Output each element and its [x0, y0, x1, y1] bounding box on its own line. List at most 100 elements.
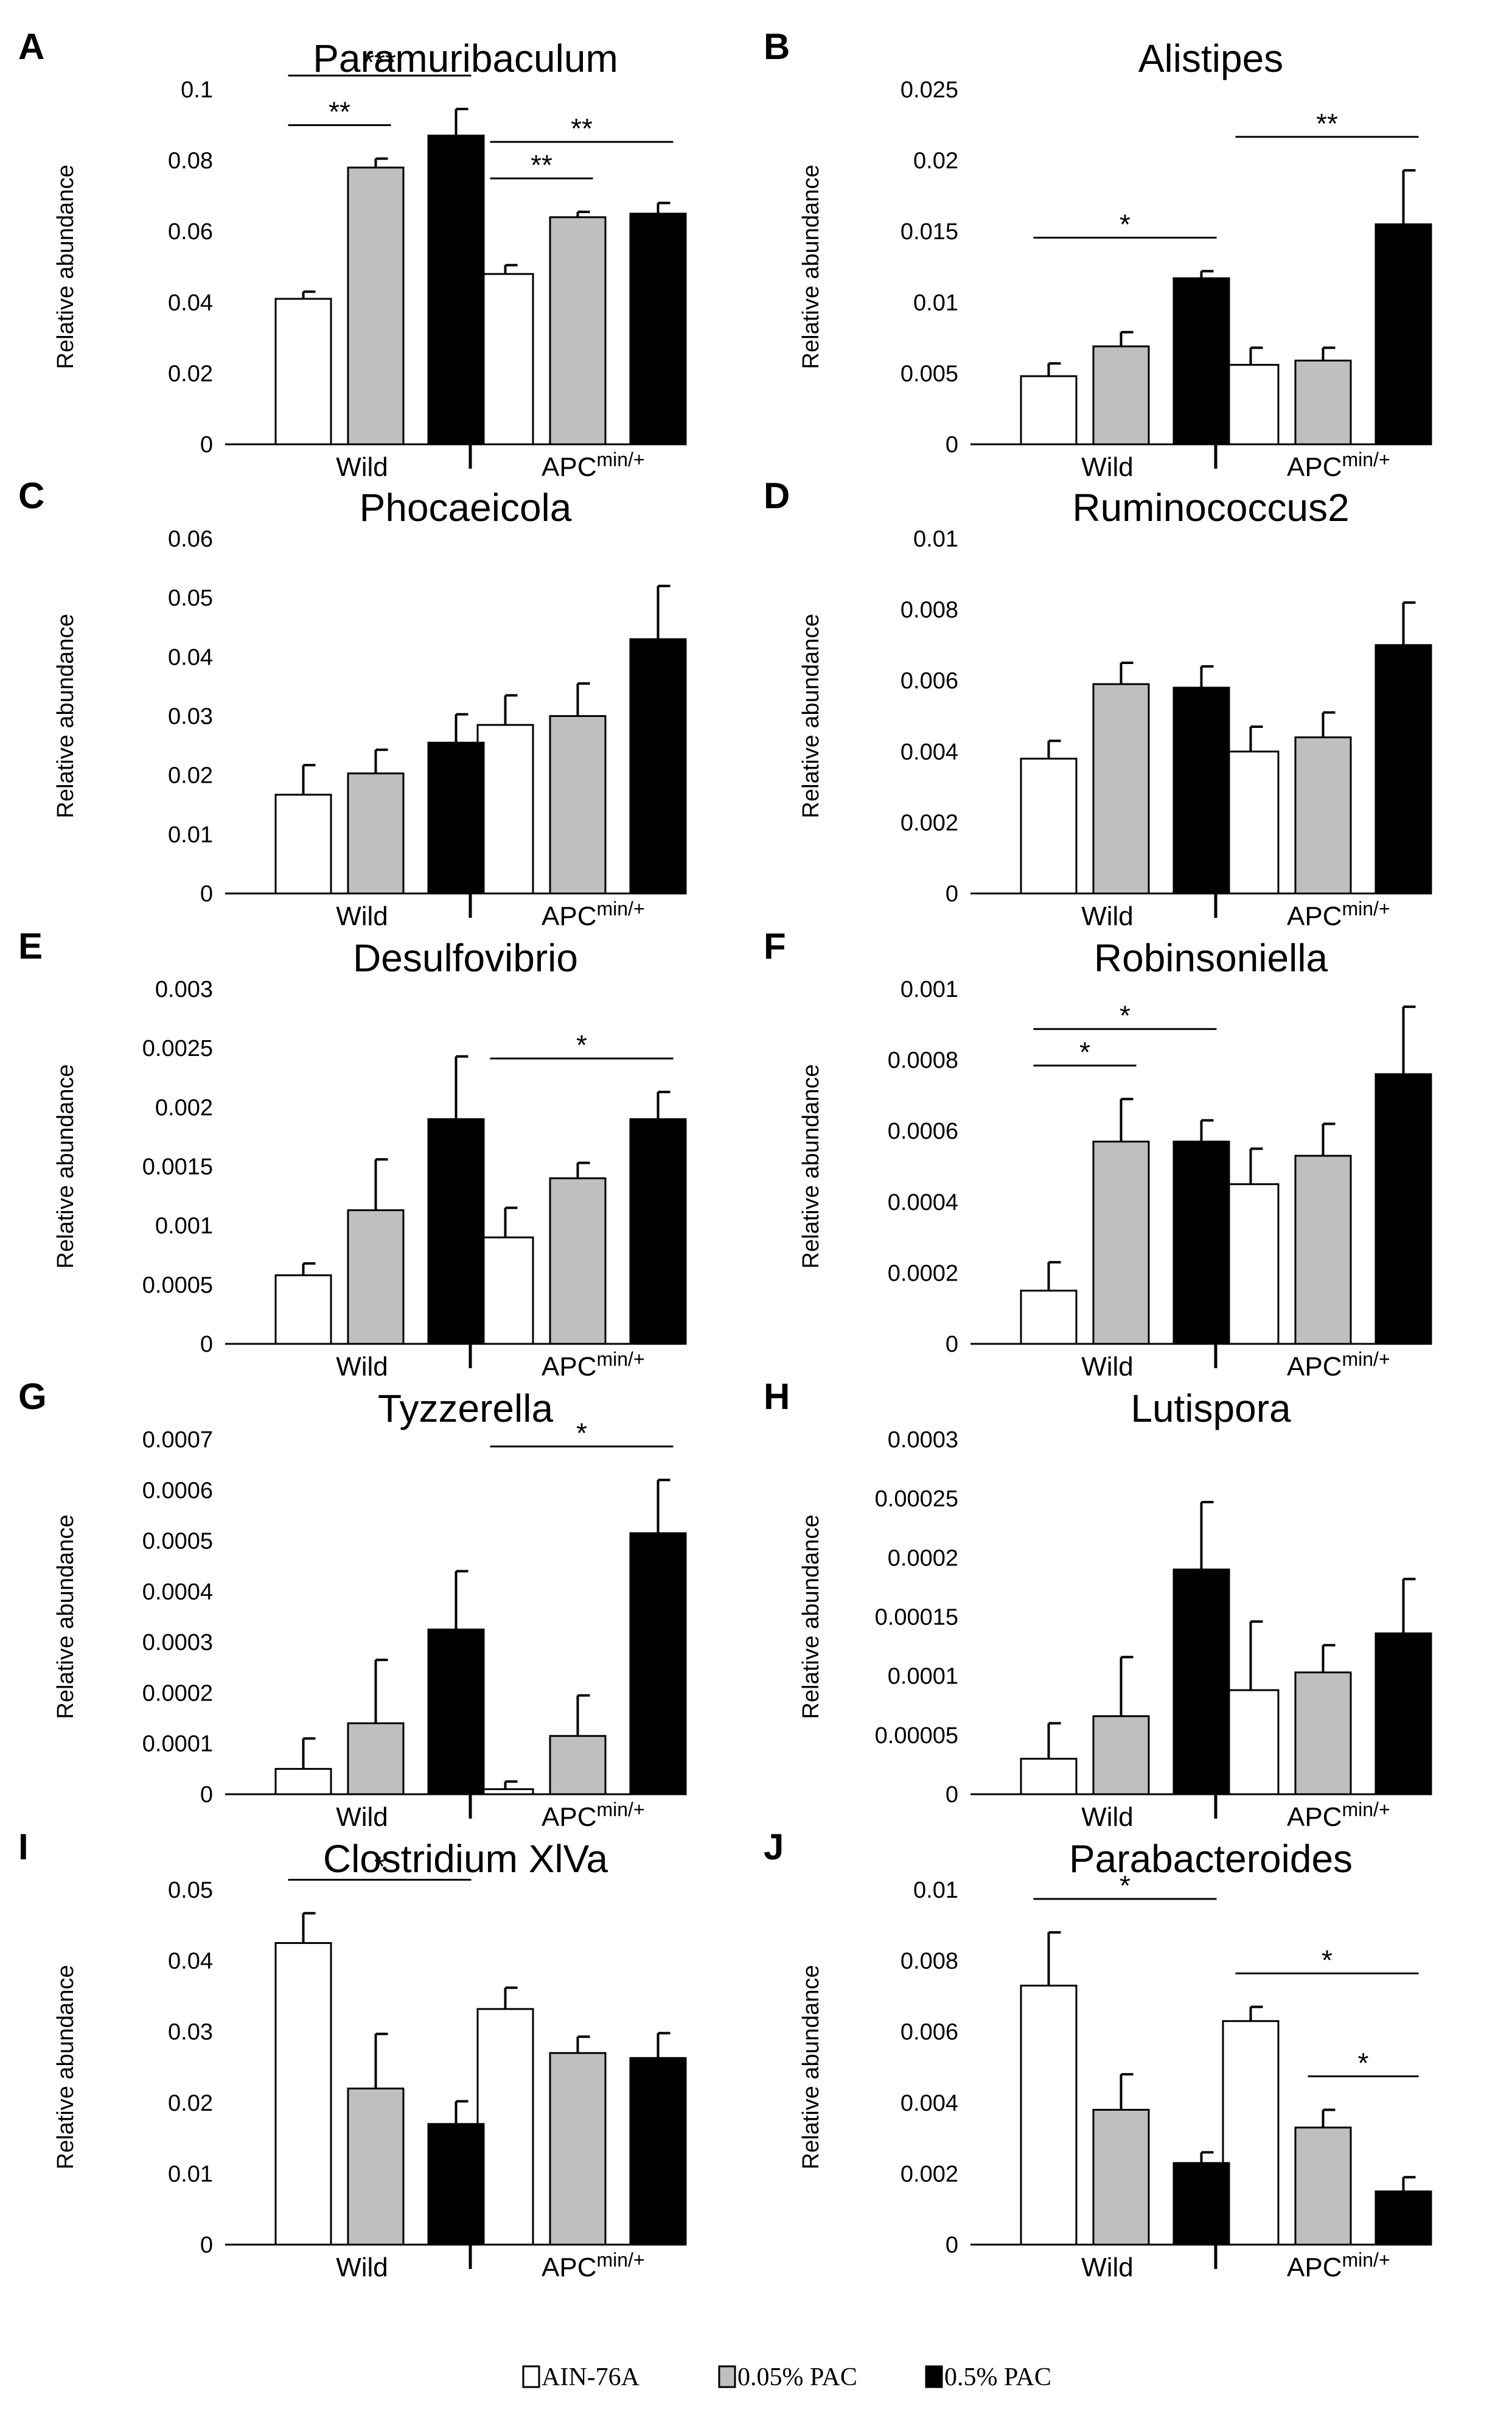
bar-0-5-pac-apc	[1374, 644, 1432, 895]
bar-0-5-pac-apc	[1374, 223, 1432, 446]
y-tick-label: 0	[946, 2232, 958, 2258]
chart-title: Clostridium XlVa	[323, 1837, 608, 1881]
significance-label: *	[1120, 1870, 1131, 1901]
y-tick-label: 0.01	[913, 290, 958, 316]
y-tick-label: 0	[200, 881, 213, 907]
y-tick-label: 0.0006	[142, 1478, 213, 1503]
bar-0-5-pac-wild	[1172, 277, 1230, 446]
bar-0-05-pac-apc	[1294, 359, 1352, 446]
group-label-wild: Wild	[336, 1352, 388, 1382]
y-tick-label: 0.003	[155, 977, 213, 1002]
y-tick-label: 0.008	[901, 598, 958, 623]
group-label-wild: Wild	[336, 2253, 388, 2282]
bar-0-5-pac-wild	[427, 1118, 485, 1345]
chart-title: Paramuribaculum	[313, 37, 618, 80]
bar-ain-76a-wild	[274, 298, 332, 446]
y-tick-label: 0.01	[913, 526, 958, 552]
panel-letter: I	[18, 1826, 29, 1867]
y-tick-label: 0.02	[168, 361, 213, 386]
bar-0-05-pac-wild	[1092, 683, 1150, 895]
bar-0-05-pac-apc	[549, 2052, 607, 2246]
legend-swatch-005pac	[718, 2365, 736, 2388]
bar-0-5-pac-apc	[1374, 1632, 1432, 1795]
y-axis-label: Relative abundance	[53, 1965, 78, 2170]
group-label-apc: APCmin/+	[542, 898, 645, 931]
bar-0-05-pac-wild	[1092, 345, 1150, 446]
significance-label: *	[1120, 1000, 1131, 1032]
y-tick-label: 0.02	[168, 2091, 213, 2116]
y-axis-label: Relative abundance	[798, 614, 824, 819]
y-tick-label: 0	[946, 881, 958, 907]
y-tick-label: 0.03	[168, 704, 213, 730]
y-axis-label: Relative abundance	[53, 614, 78, 819]
panel-letter: J	[764, 1826, 784, 1867]
y-tick-label: 0	[946, 1782, 958, 1808]
y-tick-label: 0.002	[155, 1095, 213, 1120]
group-label-wild: Wild	[336, 901, 388, 931]
significance-label: **	[1316, 108, 1338, 139]
bar-ain-76a-wild	[1020, 1984, 1078, 2246]
y-tick-label: 0.02	[168, 763, 213, 789]
bar-0-05-pac-apc	[1294, 736, 1352, 895]
bar-ain-76a-wild	[1020, 757, 1078, 895]
y-tick-label: 0	[200, 1332, 213, 1357]
y-tick-label: 0.0006	[888, 1119, 958, 1144]
y-tick-label: 0.06	[168, 219, 213, 245]
y-tick-label: 0.0002	[888, 1545, 958, 1571]
y-axis-label: Relative abundance	[798, 165, 824, 369]
y-tick-label: 0.02	[913, 149, 958, 174]
legend-swatch-ain	[522, 2365, 540, 2388]
panel-a: A Paramuribaculum Relative abundance 0 0.02 0…	[18, 26, 687, 482]
significance-label: *	[1079, 1036, 1090, 1068]
bar-ain-76a-apc	[476, 724, 534, 895]
panel-d: D Ruminococcus2 Relative abundance 0 0.002 0.…	[764, 475, 1432, 931]
y-tick-label: 0.05	[168, 1878, 213, 1903]
bar-0-5-pac-apc	[629, 1118, 687, 1345]
panel-h: H Lutispora Relative abundance 0 0.00005 0.00…	[764, 1376, 1432, 1832]
y-tick-label: 0	[946, 1332, 958, 1357]
panels: A Paramuribaculum Relative abundance 0 0.02 0…	[18, 26, 1432, 2282]
group-label-apc: APCmin/+	[542, 449, 645, 482]
y-axis-label: Relative abundance	[798, 1965, 824, 2170]
bar-0-05-pac-wild	[1092, 2108, 1150, 2246]
y-tick-label: 0.04	[168, 290, 213, 316]
panel-f: F Robinsoniella Relative abundance 0 0.0002 0…	[764, 926, 1432, 1382]
bar-0-05-pac-apc	[549, 715, 607, 895]
y-tick-label: 0.01	[168, 822, 213, 848]
y-tick-label: 0.08	[168, 149, 213, 174]
y-tick-label: 0.0003	[142, 1630, 213, 1655]
bar-0-5-pac-apc	[629, 212, 687, 446]
y-tick-label: 0.025	[901, 77, 958, 103]
y-tick-label: 0.008	[901, 1949, 958, 1974]
group-label-apc: APCmin/+	[1287, 1348, 1390, 1382]
panel-j: J Parabacteroides Relative abundance 0 0.002…	[764, 1826, 1432, 2282]
chart-title: Alistipes	[1138, 37, 1283, 80]
group-label-wild: Wild	[1081, 452, 1134, 482]
bar-ain-76a-apc	[1222, 363, 1280, 446]
bar-0-5-pac-wild	[1172, 2162, 1230, 2246]
y-tick-label: 0.004	[901, 2091, 958, 2116]
y-tick-label: 0.0005	[142, 1529, 213, 1554]
bar-ain-76a-apc	[476, 273, 534, 446]
y-tick-label: 0.004	[901, 739, 958, 765]
y-axis-label: Relative abundance	[53, 1515, 78, 1719]
bar-0-05-pac-apc	[1294, 1671, 1352, 1795]
panel-letter: H	[764, 1376, 790, 1417]
bar-0-5-pac-wild	[1172, 687, 1230, 895]
y-tick-label: 0.01	[168, 2161, 213, 2187]
bar-ain-76a-apc	[1222, 750, 1280, 895]
bar-ain-76a-wild	[274, 1942, 332, 2246]
group-label-wild: Wild	[1081, 1802, 1134, 1832]
y-tick-label: 0.0015	[142, 1155, 213, 1180]
y-tick-label: 0.0004	[142, 1579, 213, 1605]
y-tick-label: 0.001	[155, 1214, 213, 1239]
bar-0-5-pac-apc	[629, 638, 687, 895]
chart-title: Phocaeicola	[360, 486, 572, 530]
panel-i: I Clostridium XlVa Relative abundance 0 0.01…	[18, 1826, 687, 2282]
y-tick-label: 0.005	[901, 361, 958, 386]
group-label-wild: Wild	[1081, 1352, 1134, 1382]
significance-label: **	[329, 96, 350, 128]
y-tick-label: 0.03	[168, 2019, 213, 2045]
y-tick-label: 0.001	[901, 977, 958, 1002]
y-tick-label: 0	[200, 2232, 213, 2258]
